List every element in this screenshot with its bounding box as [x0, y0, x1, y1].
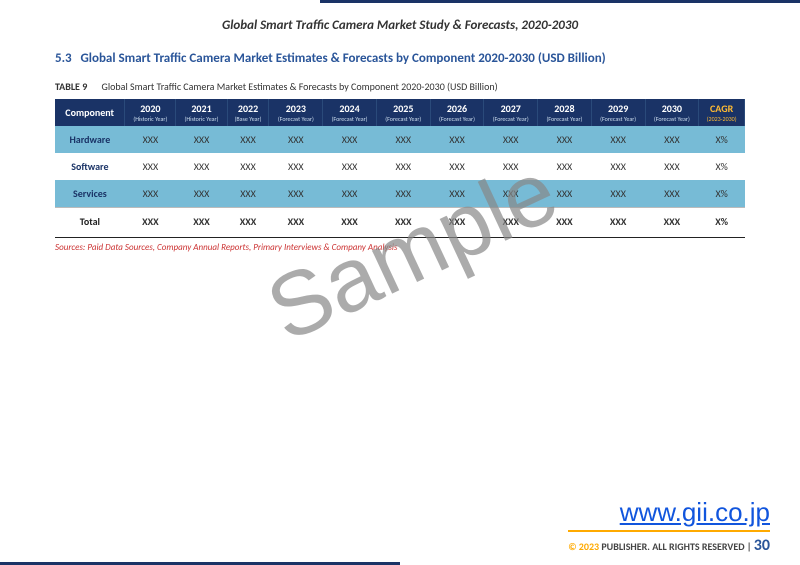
- data-cell: XXX: [430, 208, 484, 236]
- data-cell: XXX: [125, 126, 176, 153]
- col-header-cagr: CAGR(2023-2030): [699, 99, 745, 126]
- data-cell: XXX: [484, 126, 538, 153]
- table-caption-text: Global Smart Traffic Camera Market Estim…: [102, 80, 498, 93]
- data-cell: XXX: [591, 180, 645, 208]
- data-cell: XXX: [484, 153, 538, 180]
- cagr-cell: X%: [699, 126, 745, 153]
- col-header-year: 2020(Historic Year): [125, 99, 176, 126]
- table-row-total: TotalXXXXXXXXXXXXXXXXXXXXXXXXXXXXXXXXXX%: [55, 208, 745, 236]
- table-header: Component2020(Historic Year)2021(Histori…: [55, 99, 745, 126]
- data-cell: XXX: [269, 153, 323, 180]
- data-cell: XXX: [645, 208, 699, 236]
- col-header-year: 2022(Base Year): [227, 99, 269, 126]
- data-cell: XXX: [645, 153, 699, 180]
- col-header-year: 2024(Forecast Year): [323, 99, 377, 126]
- table-caption-label: TABLE 9: [55, 80, 87, 93]
- data-cell: XXX: [176, 208, 227, 236]
- col-header-year: 2026(Forecast Year): [430, 99, 484, 126]
- data-cell: XXX: [227, 180, 269, 208]
- data-cell: XXX: [376, 153, 430, 180]
- data-cell: XXX: [176, 153, 227, 180]
- page-number: 30: [754, 536, 770, 555]
- table-footer-rule: [55, 237, 745, 238]
- data-cell: XXX: [430, 126, 484, 153]
- col-header-component: Component: [55, 99, 125, 126]
- table-row: HardwareXXXXXXXXXXXXXXXXXXXXXXXXXXXXXXXX…: [55, 126, 745, 153]
- col-header-year: 2023(Forecast Year): [269, 99, 323, 126]
- forecast-table: Component2020(Historic Year)2021(Histori…: [55, 99, 745, 235]
- data-cell: XXX: [227, 153, 269, 180]
- corner-logo: [0, 10, 70, 70]
- data-cell: XXX: [227, 126, 269, 153]
- section-body: 5.3 Global Smart Traffic Camera Market E…: [0, 41, 800, 253]
- col-header-year: 2025(Forecast Year): [376, 99, 430, 126]
- data-cell: XXX: [176, 180, 227, 208]
- table-sources: Sources: Paid Data Sources, Company Annu…: [55, 242, 745, 253]
- data-cell: XXX: [591, 126, 645, 153]
- col-header-year: 2029(Forecast Year): [591, 99, 645, 126]
- col-header-year: 2030(Forecast Year): [645, 99, 699, 126]
- data-cell: XXX: [227, 208, 269, 236]
- col-header-year: 2027(Forecast Year): [484, 99, 538, 126]
- data-cell: XXX: [484, 208, 538, 236]
- row-label: Software: [55, 153, 125, 180]
- data-cell: XXX: [376, 126, 430, 153]
- top-border-accent: [320, 0, 800, 3]
- document-title: Global Smart Traffic Camera Market Study…: [0, 0, 800, 41]
- cagr-cell: X%: [699, 180, 745, 208]
- cagr-cell: X%: [699, 153, 745, 180]
- data-cell: XXX: [591, 153, 645, 180]
- data-cell: XXX: [323, 126, 377, 153]
- data-cell: XXX: [376, 180, 430, 208]
- data-cell: XXX: [591, 208, 645, 236]
- section-title: Global Smart Traffic Camera Market Estim…: [80, 51, 605, 66]
- data-cell: XXX: [430, 153, 484, 180]
- website-link[interactable]: www.gii.co.jp: [568, 497, 770, 528]
- row-label: Hardware: [55, 126, 125, 153]
- data-cell: XXX: [323, 180, 377, 208]
- data-cell: XXX: [538, 208, 592, 236]
- copyright-year: © 2023: [568, 540, 599, 553]
- data-cell: XXX: [269, 126, 323, 153]
- data-cell: XXX: [323, 153, 377, 180]
- data-cell: XXX: [645, 180, 699, 208]
- data-cell: XXX: [376, 208, 430, 236]
- page-footer: www.gii.co.jp © 2023 PUBLISHER. ALL RIGH…: [568, 497, 770, 555]
- data-cell: XXX: [430, 180, 484, 208]
- table-caption: TABLE 9 Global Smart Traffic Camera Mark…: [55, 80, 745, 93]
- footer-bar: © 2023 PUBLISHER. ALL RIGHTS RESERVED | …: [568, 530, 770, 555]
- data-cell: XXX: [538, 180, 592, 208]
- table-body: HardwareXXXXXXXXXXXXXXXXXXXXXXXXXXXXXXXX…: [55, 126, 745, 235]
- row-label-total: Total: [55, 208, 125, 236]
- data-cell: XXX: [645, 126, 699, 153]
- data-cell: XXX: [538, 153, 592, 180]
- cagr-cell: X%: [699, 208, 745, 236]
- col-header-year: 2028(Forecast Year): [538, 99, 592, 126]
- data-cell: XXX: [125, 153, 176, 180]
- data-cell: XXX: [176, 126, 227, 153]
- data-cell: XXX: [125, 208, 176, 236]
- row-label: Services: [55, 180, 125, 208]
- data-cell: XXX: [323, 208, 377, 236]
- table-row: SoftwareXXXXXXXXXXXXXXXXXXXXXXXXXXXXXXXX…: [55, 153, 745, 180]
- data-cell: XXX: [269, 208, 323, 236]
- publisher-text: PUBLISHER. ALL RIGHTS RESERVED |: [601, 540, 751, 553]
- data-cell: XXX: [269, 180, 323, 208]
- data-cell: XXX: [484, 180, 538, 208]
- table-row: ServicesXXXXXXXXXXXXXXXXXXXXXXXXXXXXXXXX…: [55, 180, 745, 208]
- data-cell: XXX: [538, 126, 592, 153]
- section-heading: 5.3 Global Smart Traffic Camera Market E…: [55, 51, 745, 66]
- data-cell: XXX: [125, 180, 176, 208]
- col-header-year: 2021(Historic Year): [176, 99, 227, 126]
